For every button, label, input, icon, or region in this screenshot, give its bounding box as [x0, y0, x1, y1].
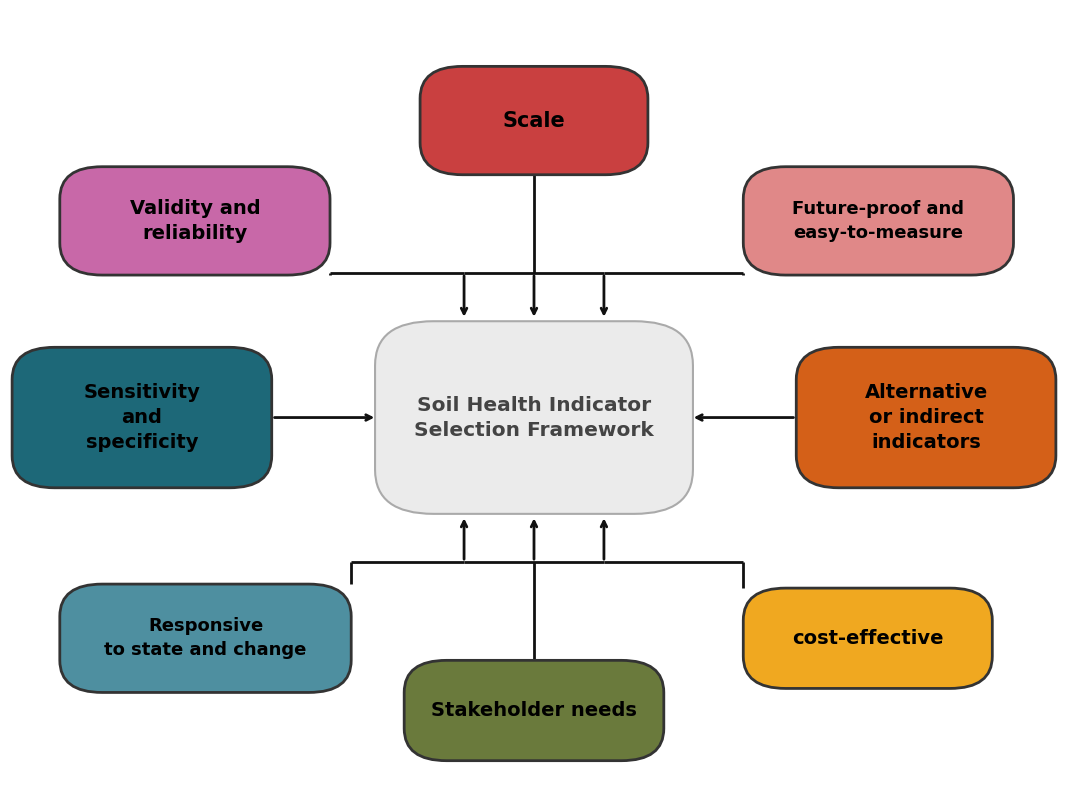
Text: Validity and
reliability: Validity and reliability	[129, 199, 261, 242]
Text: Alternative
or indirect
indicators: Alternative or indirect indicators	[864, 383, 988, 452]
Text: Soil Health Indicator
Selection Framework: Soil Health Indicator Selection Framewor…	[414, 396, 654, 440]
Text: Sensitivity
and
specificity: Sensitivity and specificity	[83, 383, 201, 452]
Text: Responsive
to state and change: Responsive to state and change	[105, 617, 307, 659]
FancyBboxPatch shape	[420, 67, 648, 174]
FancyBboxPatch shape	[12, 347, 271, 487]
FancyBboxPatch shape	[743, 167, 1014, 275]
FancyBboxPatch shape	[404, 660, 664, 761]
Text: Stakeholder needs: Stakeholder needs	[431, 701, 637, 720]
Text: Future-proof and
easy-to-measure: Future-proof and easy-to-measure	[792, 200, 964, 242]
FancyBboxPatch shape	[797, 347, 1056, 487]
FancyBboxPatch shape	[60, 167, 330, 275]
FancyBboxPatch shape	[60, 584, 351, 693]
FancyBboxPatch shape	[375, 321, 693, 514]
FancyBboxPatch shape	[743, 588, 992, 689]
Text: cost-effective: cost-effective	[792, 629, 943, 648]
Text: Scale: Scale	[503, 110, 565, 131]
